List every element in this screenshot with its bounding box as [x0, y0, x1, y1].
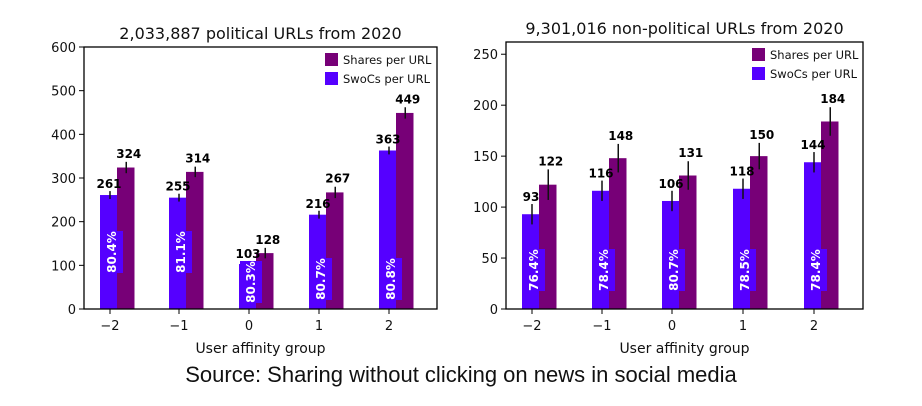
- chart-title: 2,033,887 political URLs from 2020: [119, 24, 401, 43]
- y-tick-label: 100: [51, 259, 76, 274]
- data-label-swocs: 261: [96, 177, 121, 191]
- x-tick-label: 1: [315, 319, 323, 334]
- data-label-shares: 324: [116, 147, 141, 161]
- chart-non-political: 9,301,016 non-political URLs from 2020 0 5…: [473, 19, 864, 357]
- bar-shares: [186, 171, 204, 309]
- percent-label-box: [593, 249, 615, 291]
- data-label-swocs: 144: [800, 138, 825, 152]
- percent-label-box: [310, 258, 332, 300]
- data-label-swocs: 93: [523, 190, 540, 204]
- y-tick-label: 50: [481, 252, 498, 267]
- y-tick-label: 600: [51, 41, 76, 56]
- y-tick-label: 500: [51, 85, 76, 100]
- percent-label: 78.4%: [809, 249, 823, 291]
- plot-frame: [505, 41, 864, 310]
- data-label-swocs: 255: [165, 180, 190, 194]
- percent-label-box: [170, 231, 192, 273]
- percent-label: 80.7%: [314, 258, 328, 300]
- legend-label: Shares per URL: [770, 48, 859, 62]
- x-tick-label: 0: [668, 319, 676, 334]
- percent-label: 81.1%: [174, 231, 188, 273]
- percent-label: 78.4%: [597, 249, 611, 291]
- percent-label: 76.4%: [527, 249, 541, 291]
- x-tick-label: 1: [739, 319, 747, 334]
- plot-frame: [83, 46, 438, 310]
- percent-label: 80.3%: [244, 261, 258, 303]
- percent-label-box: [805, 249, 827, 291]
- x-tick-label: −1: [169, 319, 188, 334]
- source-caption: Source: Sharing without clicking on news…: [185, 362, 737, 387]
- y-tick-label: 300: [51, 172, 76, 187]
- x-tick-label: 0: [245, 319, 253, 334]
- data-label-swocs: 363: [375, 133, 400, 147]
- data-label-swocs: 118: [729, 165, 754, 179]
- percent-label: 80.8%: [384, 258, 398, 300]
- data-label-shares: 314: [185, 152, 210, 166]
- y-tick-label: 250: [473, 48, 498, 63]
- chart-title: 9,301,016 non-political URLs from 2020: [525, 19, 843, 38]
- data-label-shares: 150: [749, 128, 774, 142]
- y-tick-label: 0: [490, 303, 498, 318]
- y-tick-label: 100: [473, 201, 498, 216]
- legend-label: SwoCs per URL: [343, 72, 431, 86]
- data-label-shares: 122: [538, 154, 563, 168]
- x-tick-label: −1: [592, 319, 611, 334]
- data-label-shares: 128: [255, 233, 280, 247]
- data-label-shares: 267: [325, 172, 350, 186]
- chart-political: 2,033,887 political URLs from 2020010020…: [51, 24, 438, 357]
- legend-swatch: [325, 53, 338, 66]
- data-label-shares: 184: [820, 92, 845, 106]
- x-tick-label: 2: [385, 319, 393, 334]
- legend-swatch: [752, 67, 765, 80]
- x-axis-label: User affinity group: [619, 341, 749, 357]
- percent-label-box: [734, 249, 756, 291]
- x-axis-label: User affinity group: [195, 341, 325, 357]
- x-tick-label: 2: [810, 319, 818, 334]
- data-label-shares: 449: [395, 92, 420, 106]
- x-tick-label: −2: [522, 319, 541, 334]
- legend-swatch: [752, 48, 765, 61]
- data-label-swocs: 116: [588, 167, 613, 181]
- data-label-swocs: 103: [235, 247, 260, 261]
- percent-label-box: [101, 231, 123, 273]
- y-tick-label: 0: [68, 303, 76, 318]
- legend-label: SwoCs per URL: [770, 67, 858, 81]
- data-label-shares: 148: [608, 129, 633, 143]
- bar-shares: [117, 167, 135, 309]
- legend-swatch: [325, 72, 338, 85]
- percent-label: 78.5%: [738, 249, 752, 291]
- y-tick-label: 150: [473, 150, 498, 165]
- percent-label: 80.4%: [105, 231, 119, 273]
- y-tick-label: 200: [473, 99, 498, 114]
- y-tick-label: 200: [51, 216, 76, 231]
- percent-label-box: [663, 249, 685, 291]
- percent-label: 80.7%: [667, 249, 681, 291]
- legend-label: Shares per URL: [343, 53, 432, 67]
- data-label-swocs: 216: [305, 197, 330, 211]
- x-tick-label: −2: [100, 319, 119, 334]
- percent-label-box: [523, 249, 545, 291]
- data-label-shares: 131: [678, 146, 703, 160]
- percent-label-box: [240, 261, 262, 303]
- y-tick-label: 400: [51, 128, 76, 143]
- percent-label-box: [380, 258, 402, 300]
- data-label-swocs: 106: [658, 177, 683, 191]
